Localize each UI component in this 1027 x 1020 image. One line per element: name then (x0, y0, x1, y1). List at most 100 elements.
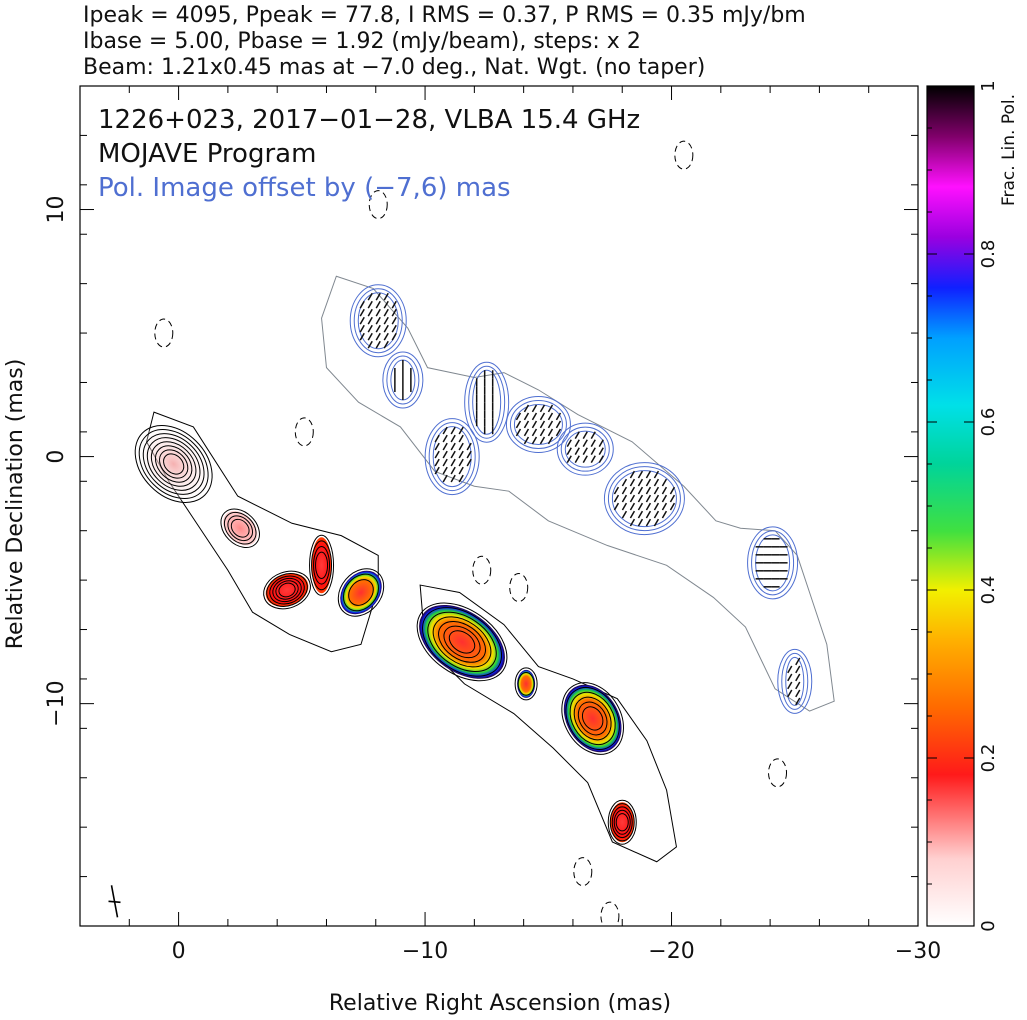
colorbar-tick-label: 0 (978, 920, 999, 931)
evpa-tick (574, 431, 580, 440)
evpa-tick (621, 486, 628, 495)
evpa-tick (375, 324, 381, 333)
frac-pol-fill (311, 537, 332, 594)
evpa-tick (653, 486, 660, 495)
evpa-tick (547, 412, 554, 421)
evpa-tick (450, 458, 456, 467)
intensity-component (607, 799, 637, 845)
evpa-tick (645, 494, 652, 503)
x-axis-label: Relative Right Ascension (mas) (329, 991, 671, 1016)
evpa-tick (450, 434, 456, 443)
plot-title-program: MOJAVE Program (98, 139, 316, 169)
evpa-tick (531, 436, 538, 445)
evpa-tick (613, 502, 620, 511)
evpa-tick (383, 324, 389, 333)
polarization-contour (607, 466, 681, 532)
intensity-contour (348, 579, 374, 606)
evpa-tick (359, 300, 365, 309)
intensity-contour (422, 607, 503, 677)
evpa-tick (566, 447, 572, 456)
intensity-contour (569, 691, 616, 746)
evpa-tick (574, 455, 580, 464)
header-line-2: Ibase = 5.00, Pbase = 1.92 (mJy/beam), s… (83, 29, 641, 54)
intensity-contour (443, 625, 481, 659)
evpa-tick (531, 404, 538, 413)
map-layer (108, 140, 835, 926)
polarization-component (777, 648, 813, 714)
intensity-contour (337, 568, 385, 617)
evpa-tick (515, 420, 522, 429)
evpa-tick (375, 292, 381, 301)
evpa-tick (598, 455, 604, 464)
polarization-component (424, 418, 480, 496)
evpa-tick (375, 308, 381, 317)
evpa-tick (450, 442, 456, 451)
intensity-contour (315, 551, 329, 579)
evpa-tick (590, 447, 596, 456)
negative-contour (154, 318, 174, 348)
evpa-tick (669, 486, 676, 495)
evpa-tick (661, 510, 668, 519)
intensity-contour (611, 806, 633, 839)
negative-contour (509, 573, 529, 603)
evpa-tick (539, 412, 546, 421)
evpa-tick (375, 316, 381, 325)
evpa-tick (566, 439, 572, 448)
polarization-contour (349, 284, 407, 358)
evpa-tick (531, 412, 538, 421)
evpa-tick (458, 450, 464, 459)
evpa-tick (531, 428, 538, 437)
evpa-tick (383, 316, 389, 325)
evpa-tick (629, 486, 636, 495)
intensity-contour (275, 580, 299, 600)
intensity-contour (514, 667, 538, 701)
evpa-tick (450, 474, 456, 483)
intensity-contour (438, 620, 486, 663)
y-tick-label: 0 (44, 450, 69, 464)
evpa-tick (359, 332, 365, 341)
evpa-tick (574, 439, 580, 448)
evpa-tick (661, 502, 668, 511)
evpa-tick (383, 300, 389, 309)
frac-pol-fill (137, 427, 211, 501)
evpa-tick (442, 466, 448, 475)
polarization-contour (556, 422, 614, 476)
frac-pol-fill (563, 684, 622, 753)
evpa-tick (383, 332, 389, 341)
intensity-component (309, 534, 335, 596)
evpa-tick (653, 502, 660, 511)
intensity-component (416, 602, 508, 682)
evpa-tick (590, 455, 596, 464)
intensity-contour (146, 437, 201, 491)
evpa-tick (590, 439, 596, 448)
evpa-tick (458, 474, 464, 483)
evpa-tick (629, 470, 636, 479)
negative-contour (472, 555, 492, 585)
intensity-contour (432, 616, 492, 668)
evpa-tick (434, 442, 440, 451)
polarization-contour (785, 656, 805, 706)
intensity-contour (607, 799, 637, 845)
evpa-tick (555, 420, 562, 429)
header-line-3: Beam: 1.21x0.45 mas at −7.0 deg., Nat. W… (83, 55, 706, 80)
evpa-tick (621, 510, 628, 519)
evpa-tick (383, 340, 389, 349)
intensity-contour (416, 602, 508, 682)
colorbar-ticks: 0 0.2 0.4 0.6 0.8 1 (927, 80, 999, 932)
plot-title-source: 1226+023, 2017−01−28, VLBA 15.4 GHz (98, 105, 640, 135)
evpa-tick (669, 494, 676, 503)
intensity-contour (142, 433, 205, 495)
evpa-tick (531, 420, 538, 429)
evpa-tick (442, 474, 448, 483)
polarization-contour (611, 470, 677, 528)
intensity-contour (272, 577, 302, 603)
intensity-contour (427, 611, 497, 673)
evpa-tick (621, 502, 628, 511)
x-tick-label: 0 (172, 939, 186, 964)
evpa-tick (598, 447, 604, 456)
evpa-tick (566, 455, 572, 464)
intensity-contour (223, 511, 257, 545)
intensity-contour (565, 687, 620, 750)
evpa-tick (613, 486, 620, 495)
polarization-contour (564, 430, 606, 468)
